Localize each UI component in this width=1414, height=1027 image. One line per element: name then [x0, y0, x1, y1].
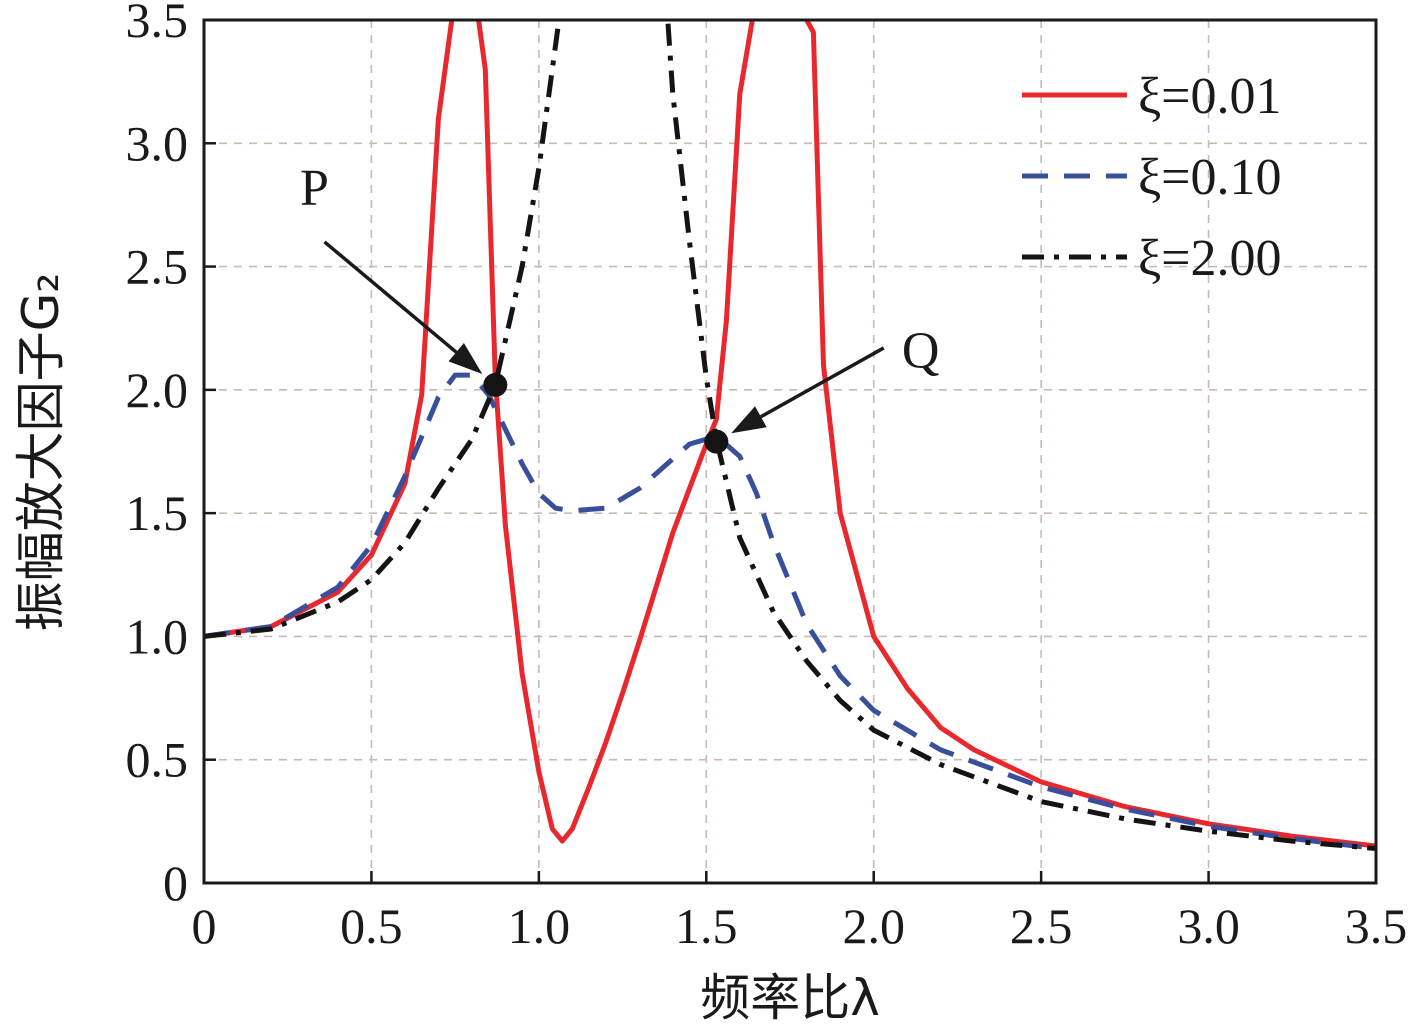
series-line-0	[204, 20, 1376, 849]
annotation-arrow-head	[731, 406, 767, 434]
annotation-arrow-head	[448, 343, 483, 374]
y-tick-label: 3.0	[126, 115, 189, 171]
x-tick-label: 2.5	[1010, 898, 1073, 954]
annotation-arrow-line	[323, 240, 458, 354]
y-tick-labels: 0 0.5 1.0 1.5 2.0 2.5 3.0 3.5	[126, 0, 189, 911]
y-tick-label: 2.5	[126, 239, 189, 295]
y-tick-label: 0.5	[126, 732, 189, 788]
y-tick-label: 3.5	[126, 0, 189, 48]
x-tick-label: 1.0	[508, 898, 571, 954]
x-tick-label: 3.5	[1345, 898, 1408, 954]
x-tick-label: 2.0	[842, 898, 905, 954]
series-layer	[204, 20, 1376, 851]
tick-marks	[202, 18, 1378, 885]
x-tick-label: 3.0	[1177, 898, 1240, 954]
y-tick-label: 2.0	[126, 362, 189, 418]
plot-frame	[202, 18, 1378, 885]
legend-label-0: ξ=0.01	[1138, 68, 1282, 125]
intersection-point-marker	[483, 372, 508, 397]
x-tick-label: 0.5	[340, 898, 403, 954]
grid-lines	[204, 20, 1376, 883]
annotation-arrow-line	[759, 346, 885, 419]
legend-label-2: ξ=2.00	[1138, 230, 1282, 287]
intersection-point-marker	[704, 429, 729, 454]
annotation-label: P	[300, 160, 329, 217]
y-tick-label: 1.5	[126, 485, 189, 541]
y-axis-title: 振幅放大因子G₂	[12, 273, 70, 632]
x-tick-labels: 0 0.5 1.0 1.5 2.0 2.5 3.0 3.5	[192, 898, 1408, 954]
x-axis-title: 频率比λ	[700, 969, 880, 1027]
legend-label-1: ξ=0.10	[1138, 149, 1282, 206]
series-line-2	[204, 20, 1376, 851]
series-line-1	[204, 372, 1376, 851]
annotation-label: Q	[902, 323, 940, 380]
x-tick-label: 1.5	[675, 898, 738, 954]
x-tick-label: 0	[192, 898, 217, 954]
annotation-layer: PQ	[300, 160, 939, 454]
legend: ξ=0.01 ξ=0.10 ξ=2.00	[1022, 68, 1282, 287]
y-tick-label: 0	[163, 855, 188, 911]
y-tick-label: 1.0	[126, 608, 189, 664]
